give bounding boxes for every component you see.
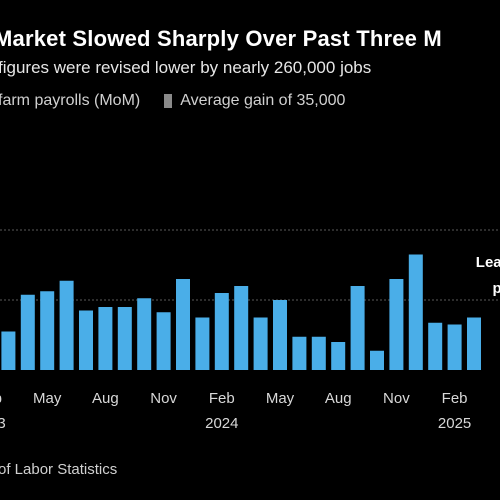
bar-17 xyxy=(311,336,326,370)
bar-20 xyxy=(370,350,384,370)
chart-title: Market Slowed Sharply Over Past Three M xyxy=(0,26,442,51)
x-tick-label-6: Aug xyxy=(325,390,352,407)
bar-11 xyxy=(195,317,210,370)
chart-subtitle: figures were revised lower by nearly 260… xyxy=(0,58,372,77)
x-tick-label-2: Aug xyxy=(92,390,119,407)
bar-10 xyxy=(176,279,190,370)
x-tick-label-5: May xyxy=(266,390,295,407)
x-tick-label-1: May xyxy=(33,390,62,407)
bar-19 xyxy=(350,286,365,370)
x-tick-label-4: Feb xyxy=(209,390,235,407)
legend-average-swatch xyxy=(164,94,173,108)
bar-4 xyxy=(59,280,74,370)
bar-5 xyxy=(79,310,93,370)
x-tick-year-4: 2024 xyxy=(205,415,238,432)
bar-21 xyxy=(389,279,404,370)
bar-16 xyxy=(292,336,307,370)
annotation-line-2: pa xyxy=(492,280,500,297)
bar-24 xyxy=(447,324,462,370)
bar-15 xyxy=(273,300,287,370)
bar-25 xyxy=(467,317,481,370)
x-tick-label-3: Nov xyxy=(150,390,177,407)
bar-8 xyxy=(137,298,152,370)
bar-12 xyxy=(214,293,229,370)
x-tick-label-8: Feb xyxy=(442,390,468,407)
bar-2 xyxy=(20,294,35,370)
x-tick-label-0: Feb xyxy=(0,390,2,407)
source-note: of Labor Statistics xyxy=(0,461,118,478)
legend-primary-label: farm payrolls (MoM) xyxy=(0,92,141,109)
bar-23 xyxy=(428,322,443,370)
x-tick-year-8: 2025 xyxy=(438,415,471,432)
x-tick-year-0: 2023 xyxy=(0,415,6,432)
bar-18 xyxy=(331,342,346,370)
bar-7 xyxy=(117,307,132,370)
bar-14 xyxy=(253,317,268,370)
bar-13 xyxy=(234,286,249,370)
chart-annotation: Leas pa xyxy=(476,250,500,302)
annotation-line-1: Leas xyxy=(475,254,500,271)
bar-22 xyxy=(408,254,423,370)
legend: farm payrolls (MoM) Average gain of 35,0… xyxy=(0,92,345,110)
x-tick-label-7: Nov xyxy=(383,390,410,407)
bar-9 xyxy=(156,312,171,370)
bar-3 xyxy=(40,291,55,370)
bar-1 xyxy=(1,331,16,370)
bar-6 xyxy=(98,307,113,370)
legend-average-label: Average gain of 35,000 xyxy=(180,92,346,109)
